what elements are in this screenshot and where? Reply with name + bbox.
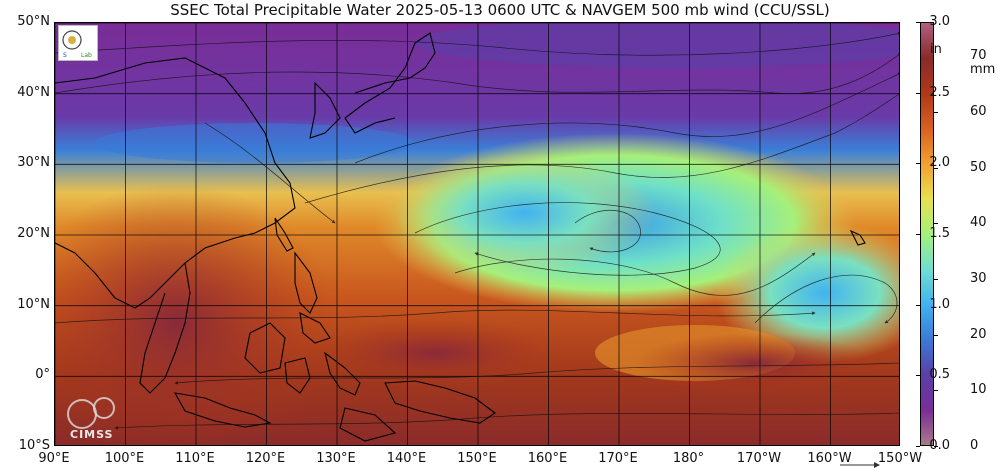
longitude-label: 140°E	[386, 451, 427, 466]
colorbar-mm-tick	[934, 112, 938, 114]
colorbar-in-label: 2.5	[929, 84, 950, 100]
cimss-logo-icon: CIMSS	[60, 392, 126, 442]
longitude-label: 100°E	[104, 451, 145, 466]
colorbar-mm-unit: mm	[970, 62, 996, 77]
colorbar-mm-tick	[934, 446, 938, 447]
colorbar-mm-label: 30	[970, 271, 987, 287]
colorbar-mm-tick	[934, 223, 938, 225]
colorbar-mm-label: 20	[970, 326, 987, 342]
colorbar-mm-top-value: 70	[970, 48, 987, 63]
colorbar-in-label: 1.5	[929, 226, 950, 241]
colorbar-mm-tick	[934, 279, 938, 281]
longitude-label: 170°E	[598, 451, 638, 466]
chart-title: SSEC Total Precipitable Water 2025-05-13…	[170, 1, 830, 19]
wind-reference-arrow-icon	[840, 462, 880, 468]
colorbar-in-tick	[916, 22, 920, 23]
svg-text:S: S	[63, 52, 67, 59]
tpw-map	[54, 22, 900, 446]
colorbar-mm-tick	[934, 334, 938, 336]
latitude-label: 40°N	[17, 84, 50, 100]
ssec-logo-icon: S Lab	[58, 25, 98, 61]
colorbar-mm-label: 50	[970, 159, 987, 175]
colorbar-mm-label: 0	[970, 438, 979, 453]
longitude-label: 150°E	[457, 451, 497, 466]
longitude-label: 90°E	[38, 451, 70, 466]
colorbar	[920, 22, 934, 446]
cimss-logo-text: CIMSS	[70, 428, 114, 441]
colorbar-in-unit: in	[930, 42, 942, 57]
colorbar-in-label: 0.0	[929, 438, 950, 453]
longitude-label: 120°E	[245, 451, 286, 466]
wind-streamlines	[55, 31, 899, 430]
colorbar-mm-tick	[934, 390, 938, 392]
longitude-label: 110°E	[175, 451, 215, 466]
colorbar-in-label: 0.5	[929, 367, 950, 383]
colorbar-in-tick	[916, 234, 920, 235]
latitude-label: 10°S	[18, 438, 50, 453]
colorbar-in-tick	[916, 304, 920, 306]
longitude-label: 170°W	[736, 451, 782, 466]
longitude-label: 160°W	[807, 451, 852, 466]
colorbar-in-label: 3.0	[929, 14, 950, 29]
colorbar-in-label: 2.0	[929, 155, 950, 171]
colorbar-in-tick	[916, 446, 920, 447]
longitude-label: 150°W	[877, 451, 923, 466]
colorbar-mm-tick	[934, 167, 938, 169]
colorbar-in-tick	[916, 163, 920, 165]
latitude-label: 0°	[35, 367, 50, 383]
svg-text:Lab: Lab	[81, 52, 92, 59]
colorbar-mm-label: 40	[970, 215, 987, 231]
latitude-label: 10°N	[17, 296, 50, 312]
colorbar-mm-label: 60	[970, 104, 987, 120]
colorbar-mm-label: 10	[970, 382, 987, 398]
longitude-label: 160°E	[527, 451, 568, 466]
latitude-label: 20°N	[17, 226, 50, 241]
coastlines	[55, 32, 866, 442]
latitude-label: 50°N	[17, 14, 50, 29]
latitude-label: 30°N	[17, 155, 50, 171]
longitude-label: 180°	[672, 451, 705, 466]
colorbar-in-tick	[916, 375, 920, 377]
longitude-label: 130°E	[316, 451, 356, 466]
colorbar-in-label: 1.0	[929, 296, 950, 312]
colorbar-in-tick	[916, 92, 920, 94]
